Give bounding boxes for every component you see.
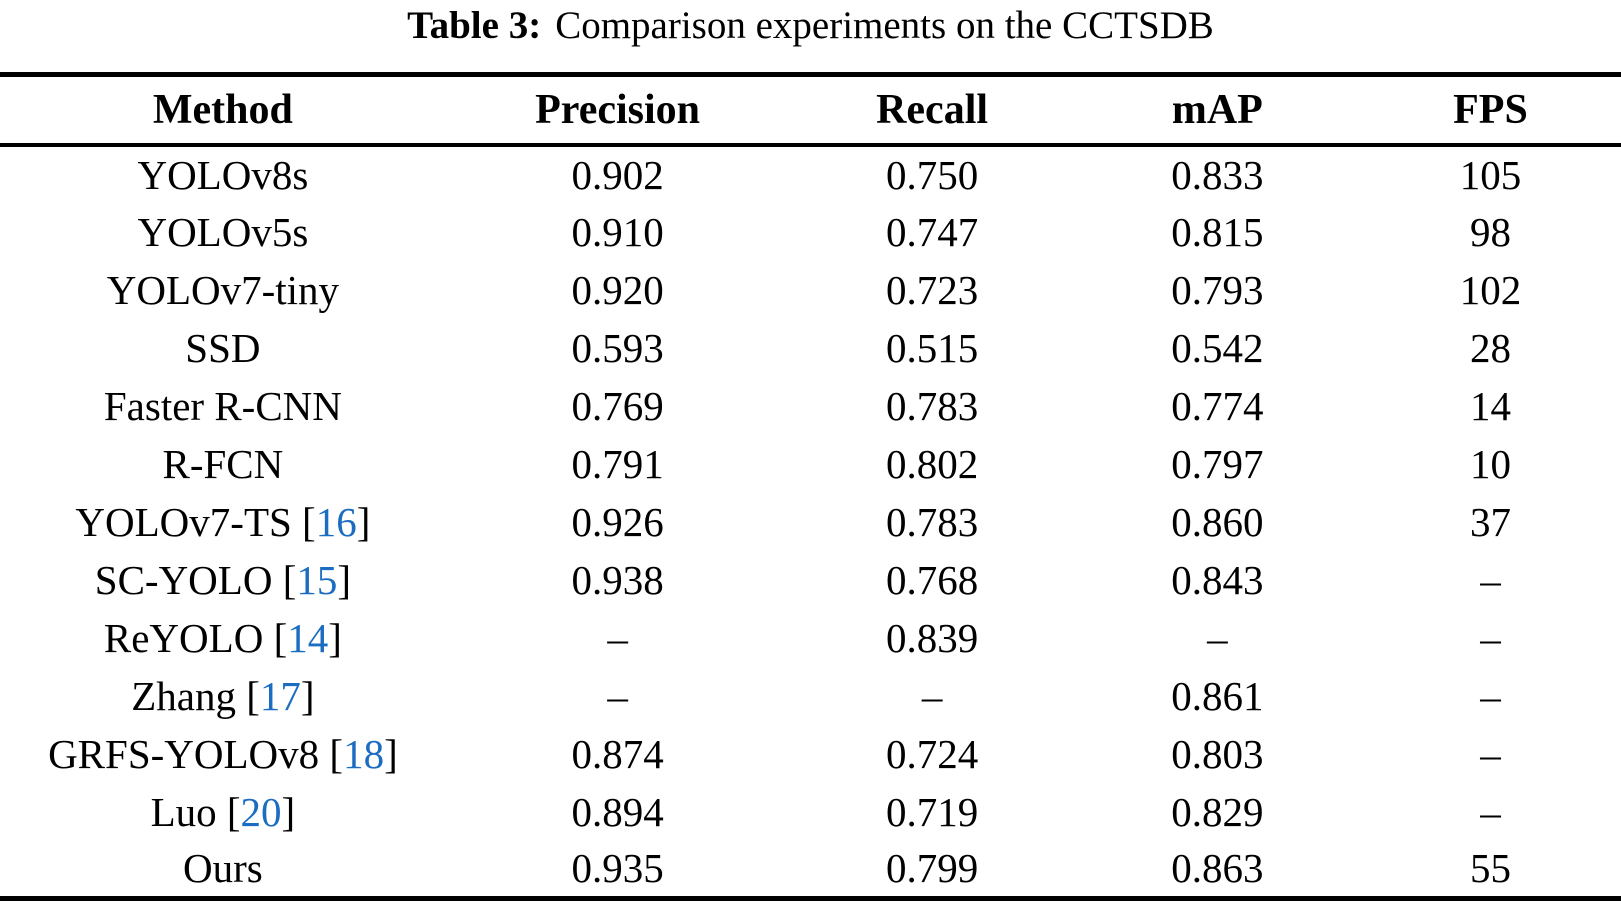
- table-row: YOLOv5s 0.910 0.747 0.815 98: [0, 203, 1621, 261]
- cell-map: 0.833: [1171, 151, 1264, 198]
- cell-recall: 0.750: [885, 151, 979, 198]
- cell-recall: –: [921, 672, 943, 719]
- cell-precision: 0.910: [571, 208, 664, 255]
- cell-map: 0.815: [1171, 208, 1264, 255]
- column-header-precision: Precision: [535, 86, 701, 133]
- cell-fps: –: [1480, 614, 1501, 661]
- cell-method: SC-YOLO [15]: [94, 556, 352, 603]
- cell-method: SSD: [185, 324, 261, 371]
- cell-method: Luo [20]: [150, 788, 296, 835]
- cell-precision: 0.769: [571, 382, 664, 429]
- table-row: GRFS-YOLOv8 [18] 0.874 0.724 0.803 –: [0, 725, 1621, 783]
- cell-fps: 37: [1469, 498, 1511, 545]
- table-row: R-FCN 0.791 0.802 0.797 10: [0, 435, 1621, 493]
- cell-fps: 10: [1469, 440, 1511, 487]
- cell-method: R-FCN: [162, 440, 284, 487]
- cell-fps: 98: [1469, 208, 1511, 255]
- cell-map: 0.863: [1171, 845, 1264, 892]
- cell-fps: 55: [1469, 845, 1511, 892]
- cell-fps: –: [1480, 730, 1501, 777]
- cell-map: 0.774: [1171, 382, 1264, 429]
- cell-recall: 0.723: [885, 266, 979, 313]
- cell-method: GRFS-YOLOv8 [18]: [48, 730, 398, 777]
- cell-map: –: [1207, 614, 1228, 661]
- table-row: Faster R-CNN 0.769 0.783 0.774 14: [0, 377, 1621, 435]
- cell-precision: 0.938: [571, 556, 664, 603]
- table-caption-label: Table 3:: [407, 4, 542, 47]
- cell-map: 0.542: [1171, 324, 1264, 371]
- cell-method: Zhang [17]: [131, 672, 315, 719]
- cell-recall: 0.515: [885, 324, 979, 371]
- cell-method: YOLOv5s: [137, 208, 309, 255]
- table-row: YOLOv8s 0.902 0.750 0.833 105: [0, 145, 1621, 203]
- cell-fps: 105: [1459, 151, 1522, 198]
- cell-recall: 0.799: [885, 845, 979, 892]
- cell-method: YOLOv7-tiny: [106, 266, 340, 313]
- comparison-table: Method Precision Recall mAP FPS YOLOv8s 0…: [0, 72, 1621, 901]
- cell-fps: 14: [1469, 382, 1511, 429]
- table-row: ReYOLO [14] – 0.839 – –: [0, 609, 1621, 667]
- citation-link[interactable]: 17: [259, 672, 301, 719]
- column-header-fps: FPS: [1453, 86, 1528, 133]
- table-body: YOLOv8s 0.902 0.750 0.833 105 YOLOv5s 0.910 0.7…: [0, 145, 1621, 899]
- cell-method: YOLOv7-TS [16]: [75, 498, 371, 545]
- cell-precision: 0.894: [571, 788, 664, 835]
- cell-map: 0.803: [1171, 730, 1264, 777]
- table-row: Ours 0.935 0.799 0.863 55: [0, 841, 1621, 899]
- column-header-method: Method: [152, 86, 293, 133]
- cell-recall: 0.783: [885, 498, 979, 545]
- cell-precision: 0.874: [571, 730, 664, 777]
- citation-link[interactable]: 15: [296, 556, 338, 603]
- cell-fps: –: [1480, 672, 1501, 719]
- cell-precision: 0.920: [571, 266, 664, 313]
- table-row: SSD 0.593 0.515 0.542 28: [0, 319, 1621, 377]
- cell-map: 0.797: [1171, 440, 1264, 487]
- cell-map: 0.829: [1171, 788, 1264, 835]
- citation-link[interactable]: 16: [315, 498, 357, 545]
- citation-link[interactable]: 18: [343, 730, 385, 777]
- cell-fps: 28: [1469, 324, 1511, 371]
- header-row: Method Precision Recall mAP FPS: [0, 75, 1621, 145]
- cell-method: ReYOLO [14]: [103, 614, 342, 661]
- cell-precision: 0.935: [571, 845, 664, 892]
- cell-precision: 0.593: [571, 324, 664, 371]
- table-row: YOLOv7-tiny 0.920 0.723 0.793 102: [0, 261, 1621, 319]
- cell-precision: 0.791: [571, 440, 664, 487]
- cell-precision: 0.902: [571, 151, 664, 198]
- cell-recall: 0.747: [885, 208, 979, 255]
- cell-method: Ours: [183, 845, 263, 892]
- cell-map: 0.861: [1171, 672, 1264, 719]
- column-header-recall: Recall: [876, 86, 989, 133]
- cell-recall: 0.802: [885, 440, 979, 487]
- table-caption: Table 3: Comparison experiments on the CC…: [0, 0, 1621, 60]
- cell-precision: –: [607, 614, 628, 661]
- cell-fps: 102: [1459, 266, 1522, 313]
- cell-method: Faster R-CNN: [103, 382, 342, 429]
- cell-precision: 0.926: [571, 498, 664, 545]
- column-header-map: mAP: [1171, 86, 1263, 133]
- cell-method: YOLOv8s: [137, 151, 309, 198]
- cell-fps: –: [1480, 556, 1501, 603]
- table-row: SC-YOLO [15] 0.938 0.768 0.843 –: [0, 551, 1621, 609]
- table-row: Zhang [17] – – 0.861 –: [0, 667, 1621, 725]
- table-caption-text: Comparison experiments on the CCTSDB: [555, 4, 1214, 47]
- cell-recall: 0.768: [885, 556, 979, 603]
- cell-map: 0.843: [1171, 556, 1264, 603]
- cell-map: 0.793: [1171, 266, 1264, 313]
- cell-recall: 0.839: [885, 614, 979, 661]
- citation-link[interactable]: 20: [240, 788, 282, 835]
- cell-recall: 0.783: [885, 382, 979, 429]
- cell-map: 0.860: [1171, 498, 1264, 545]
- cell-fps: –: [1480, 788, 1501, 835]
- table-row: Luo [20] 0.894 0.719 0.829 –: [0, 783, 1621, 841]
- citation-link[interactable]: 14: [287, 614, 329, 661]
- cell-precision: –: [607, 672, 628, 719]
- cell-recall: 0.719: [885, 788, 979, 835]
- table-row: YOLOv7-TS [16] 0.926 0.783 0.860 37: [0, 493, 1621, 551]
- cell-recall: 0.724: [885, 730, 979, 777]
